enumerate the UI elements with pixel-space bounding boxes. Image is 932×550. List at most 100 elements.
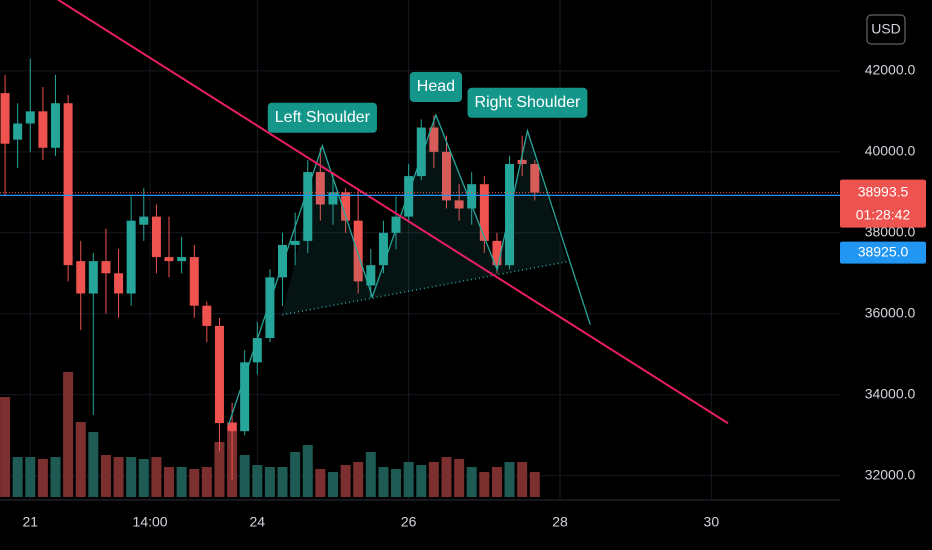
annotation-box	[467, 87, 588, 118]
trendline	[57, 0, 729, 425]
candle-body	[303, 172, 313, 241]
volume-bar	[315, 469, 326, 497]
volume-bar	[63, 372, 74, 497]
candle-body	[416, 127, 426, 177]
volume-bar	[302, 445, 313, 497]
volume-bar	[239, 455, 250, 497]
candle-body	[13, 123, 23, 140]
candle-body	[164, 257, 174, 262]
volume-bar	[252, 465, 263, 497]
volume-bar	[75, 422, 86, 497]
candle-body	[25, 111, 35, 124]
candle-body	[492, 240, 502, 266]
candle-body	[530, 163, 540, 193]
candle-body	[76, 261, 86, 294]
volume-bar	[214, 442, 225, 497]
candle-body	[214, 325, 224, 424]
volume-bar	[277, 467, 288, 497]
annotation-label: Head	[417, 78, 455, 95]
volume-bar	[479, 472, 490, 497]
currency[interactable]: USD	[871, 21, 901, 37]
volume-bar	[25, 457, 36, 497]
volume-bar	[416, 465, 427, 497]
volume-bar	[441, 457, 452, 497]
candle-body	[454, 200, 464, 209]
candle-body	[467, 184, 477, 209]
candle-body	[151, 216, 161, 258]
currency-box[interactable]	[866, 14, 906, 45]
volume-bar	[264, 467, 275, 497]
candle-body	[88, 261, 98, 294]
volume-bar	[353, 462, 364, 497]
candle-body	[265, 277, 275, 339]
candle-body	[328, 192, 338, 205]
volume-bar	[327, 472, 338, 497]
volume-bar	[151, 457, 162, 497]
last-price-box	[840, 179, 926, 228]
pattern-line	[227, 113, 591, 425]
volume-bar	[517, 462, 528, 497]
x-tick-label: 24	[250, 514, 266, 530]
bid-price-label: 38925.0	[858, 243, 909, 259]
last-price-label: 38993.5	[858, 183, 909, 199]
candle-body	[50, 103, 60, 148]
volume-bar	[88, 432, 99, 497]
candle-body	[0, 93, 10, 144]
candle-body	[404, 176, 414, 217]
candle-body	[38, 111, 48, 148]
annotation-box	[267, 102, 377, 133]
x-tick-label: 21	[22, 514, 38, 530]
candle-body	[479, 184, 489, 241]
annotation-box	[409, 71, 463, 102]
annotation-label: Left Shoulder	[275, 109, 371, 126]
volume-bar	[176, 467, 187, 497]
candle-body	[517, 159, 527, 164]
candle-body	[101, 261, 111, 274]
volume-bar	[12, 457, 23, 497]
y-tick-label: 40000.0	[865, 143, 916, 159]
volume-bar	[189, 469, 200, 497]
volume-bar	[378, 467, 389, 497]
volume-bar	[0, 397, 11, 497]
candle-body	[252, 338, 262, 363]
y-tick-label: 36000.0	[865, 304, 916, 320]
volume-bar	[113, 457, 124, 497]
candle-body	[227, 423, 237, 432]
candle-body	[189, 257, 199, 306]
candle-body	[341, 192, 351, 221]
x-tick-label: 30	[704, 514, 720, 530]
volume-bar	[340, 465, 351, 497]
candle-body	[240, 362, 250, 432]
volume-bar	[138, 459, 149, 497]
volume-bar	[50, 457, 61, 497]
volume-bar	[365, 452, 376, 497]
candle-body	[277, 244, 287, 278]
neckline	[282, 261, 567, 316]
candle-body	[378, 232, 388, 266]
volume-bar	[201, 467, 212, 497]
volume-bar	[163, 467, 174, 497]
candle-body	[441, 151, 451, 201]
candle-body	[429, 127, 439, 152]
volume-bar	[100, 455, 111, 497]
x-tick-label: 14:00	[133, 514, 168, 530]
volume-bar	[391, 469, 402, 497]
candle-body	[290, 240, 300, 245]
candle-body	[139, 216, 149, 225]
volume-bar	[454, 459, 465, 497]
y-tick-label: 34000.0	[865, 385, 916, 401]
candle-body	[63, 103, 73, 266]
candle-body	[391, 216, 401, 233]
candle-body	[177, 257, 187, 262]
candle-body	[126, 220, 136, 294]
volume-bar	[126, 457, 137, 497]
volume-bar	[37, 459, 48, 497]
y-tick-label: 42000.0	[865, 62, 916, 78]
volume-bar	[428, 462, 439, 497]
candle-body	[202, 305, 212, 326]
bid-price-box	[840, 241, 926, 264]
y-tick-label: 32000.0	[865, 466, 916, 482]
x-tick-label: 26	[401, 514, 417, 530]
x-tick-label: 28	[552, 514, 568, 530]
